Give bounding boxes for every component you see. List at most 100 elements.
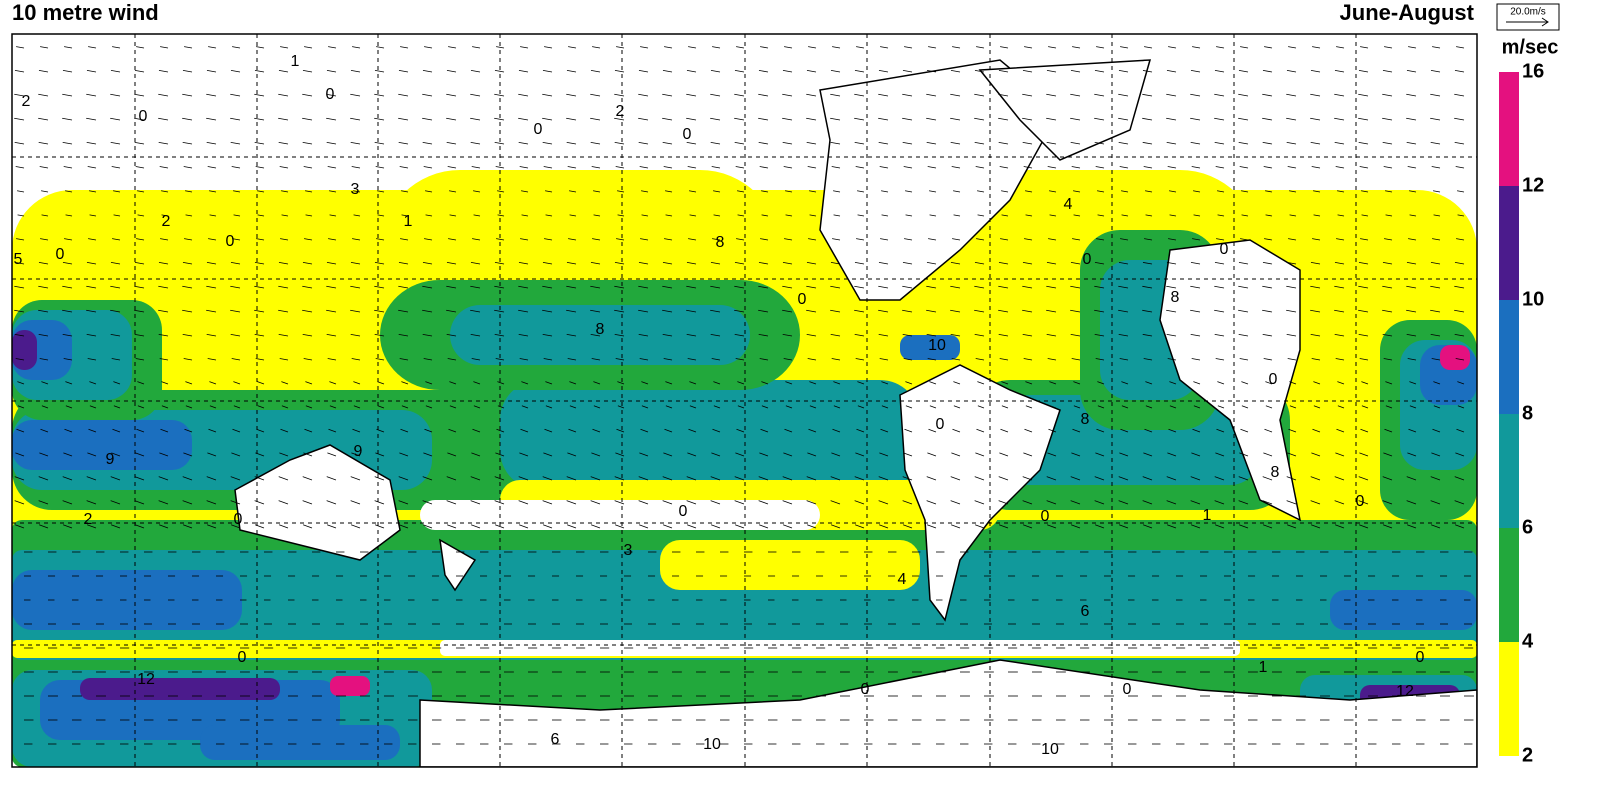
wind-arrow (832, 428, 841, 433)
wind-arrow (1456, 428, 1465, 433)
wind-arrow (1433, 190, 1441, 193)
contour-label: 2 (616, 103, 625, 120)
wind-arrow (1430, 141, 1441, 145)
wind-arrow (831, 452, 841, 457)
wind-arrow (86, 285, 97, 289)
wind-arrow (449, 381, 457, 385)
wind-arrow (14, 309, 25, 313)
wind-arrow (302, 309, 313, 313)
wind-arrow (975, 358, 985, 361)
wind-arrow (1433, 381, 1441, 385)
wind-arrow (592, 46, 601, 49)
wind-arrow (1286, 117, 1297, 121)
wind-arrow (1430, 476, 1441, 481)
wind-arrow (833, 405, 841, 409)
wind-arrow (929, 405, 937, 409)
wind-arrow (545, 381, 553, 385)
contour-label: 0 (798, 291, 807, 308)
wind-arrow (1312, 46, 1321, 49)
wind-arrow (878, 93, 889, 97)
wind-arrow (1214, 93, 1225, 97)
wind-arrow (1264, 46, 1273, 49)
contour-label: 1 (404, 213, 413, 230)
wind-arrow (471, 358, 481, 361)
wind-arrow (614, 500, 625, 505)
wind-arrow (15, 452, 25, 457)
wind-arrow (425, 214, 433, 217)
wind-arrow (1430, 285, 1441, 289)
wind-arrow (232, 428, 241, 433)
wind-arrow (663, 166, 673, 169)
wind-arrow (809, 405, 817, 409)
wind-arrow (785, 381, 793, 385)
wind-arrow (328, 46, 337, 49)
wind-arrow (423, 166, 433, 169)
wind-arrow (1409, 381, 1417, 385)
wind-arrow (473, 381, 481, 385)
wind-arrow (665, 381, 673, 385)
wind-arrow (830, 93, 841, 97)
wind-arrow (1408, 238, 1417, 241)
wind-arrow (206, 70, 217, 73)
wind-arrow (518, 141, 529, 145)
wind-arrow (257, 381, 265, 385)
wind-arrow (950, 309, 961, 313)
wind-arrow (1001, 381, 1009, 385)
wind-arrow (208, 238, 217, 241)
wind-arrow (1455, 358, 1465, 361)
wind-arrow (1289, 214, 1297, 217)
wind-arrow (40, 46, 49, 49)
wind-arrow (1214, 524, 1225, 529)
wind-arrow (878, 309, 889, 313)
wind-arrow (302, 500, 313, 505)
wind-arrow (518, 500, 529, 505)
wind-arrow (567, 166, 577, 169)
wind-arrow (713, 214, 721, 217)
wind-arrow (1094, 309, 1105, 313)
wind-arrow (16, 46, 25, 49)
wind-arrow (569, 405, 577, 409)
wind-arrow (494, 117, 505, 121)
wind-arrow (1241, 381, 1249, 385)
wind-arrow (542, 141, 553, 145)
wind-arrow (111, 166, 121, 169)
wind-arrow (1167, 452, 1177, 457)
wind-arrow (759, 452, 769, 457)
wind-arrow (184, 238, 193, 241)
wind-arrow (374, 333, 385, 337)
contour-label: 0 (326, 86, 335, 103)
wind-arrow (1289, 405, 1297, 409)
wind-arrow (134, 476, 145, 481)
wind-arrow (86, 141, 97, 145)
colorbar-tick-label: 2 (1522, 744, 1533, 766)
wind-arrow (1190, 285, 1201, 289)
wind-arrow (353, 190, 361, 193)
wind-arrow (182, 117, 193, 121)
wind-arrow (662, 333, 673, 337)
wind-arrow (1334, 141, 1345, 145)
wind-arrow (183, 358, 193, 361)
wind-arrow (737, 190, 745, 193)
wind-arrow (545, 190, 553, 193)
wind-arrow (951, 166, 961, 169)
wind-arrow (110, 70, 121, 73)
wind-arrow (398, 476, 409, 481)
wind-arrow (302, 333, 313, 337)
wind-arrow (230, 117, 241, 121)
wind-arrow (230, 309, 241, 313)
wind-arrow (401, 190, 409, 193)
wind-arrow (1310, 333, 1321, 337)
wind-arrow (1142, 70, 1153, 73)
wind-arrow (398, 262, 409, 265)
wind-arrow (734, 70, 745, 73)
wind-arrow (182, 476, 193, 481)
wind-arrow (711, 452, 721, 457)
wind-arrow (521, 214, 529, 217)
wind-arrow (1046, 500, 1057, 505)
wind-arrow (1046, 141, 1057, 145)
wind-arrow (1263, 166, 1273, 169)
wind-arrow (278, 70, 289, 73)
wind-arrow (88, 428, 97, 433)
wind-arrow (1238, 524, 1249, 529)
wind-arrow (761, 214, 769, 217)
